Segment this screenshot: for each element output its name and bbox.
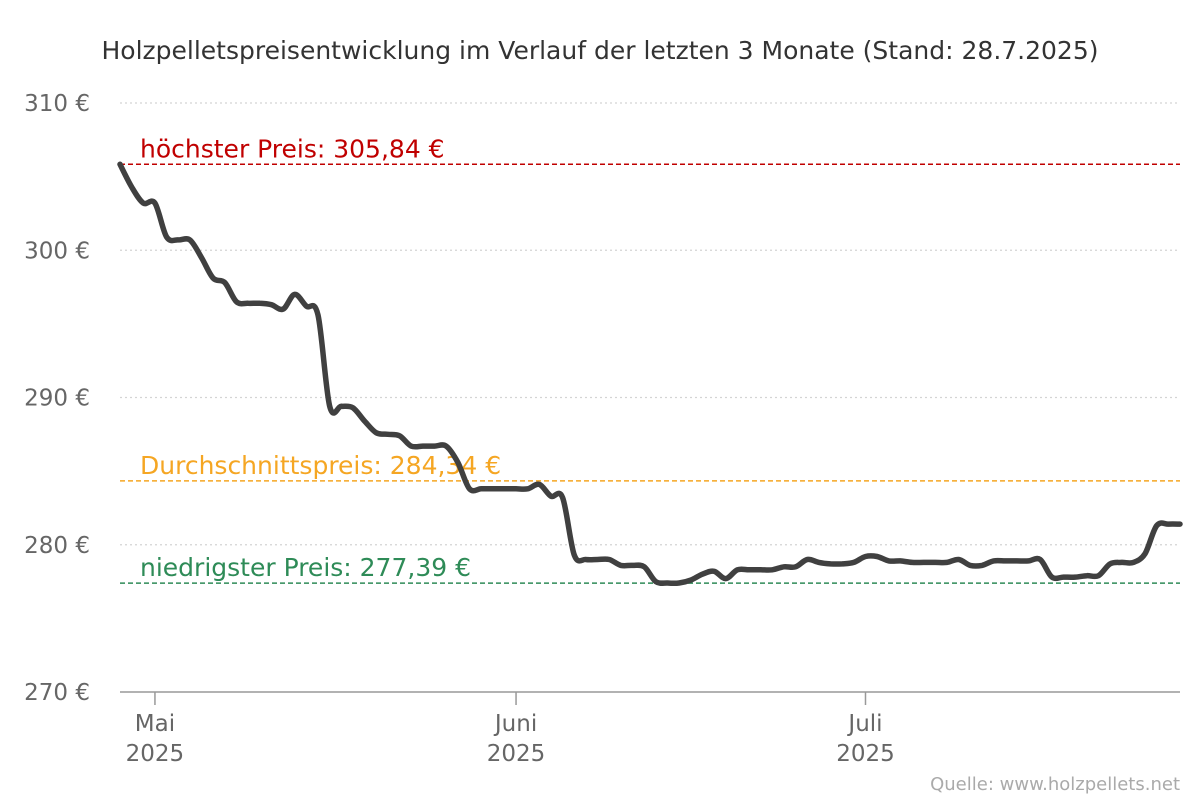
x-tick-year: 2025 [126, 741, 185, 767]
series-line [117, 161, 1183, 587]
y-tick-label: 270 € [24, 680, 90, 706]
y-tick-label: 280 € [24, 533, 90, 559]
y-tick-label: 290 € [24, 386, 90, 412]
reference-lines: höchster Preis: 305,84 € Durchschnittspre… [120, 134, 1180, 584]
ref-label-min: niedrigster Preis: 277,39 € [140, 553, 471, 582]
x-tick-year: 2025 [836, 741, 895, 767]
y-tick-label: 300 € [24, 238, 90, 264]
chart-title: Holzpelletspreisentwicklung im Verlauf d… [101, 36, 1098, 65]
y-axis-tick-labels: 310 € 300 € 290 € 280 € 270 € [24, 91, 90, 706]
x-axis-ticks: Mai 2025 Juni 2025 Juli 2025 [126, 692, 895, 767]
series-group [117, 161, 1183, 587]
ref-label-avg: Durchschnittspreis: 284,34 € [140, 451, 501, 480]
x-tick-month: Juli [846, 711, 882, 737]
gridlines [120, 102, 1180, 546]
x-tick-month: Mai [135, 711, 175, 737]
x-tick-year: 2025 [487, 741, 546, 767]
y-tick-label: 310 € [24, 91, 90, 117]
x-tick-month: Juni [493, 711, 537, 737]
ref-label-max: höchster Preis: 305,84 € [140, 134, 445, 163]
source-note: Quelle: www.holzpellets.net [930, 774, 1180, 795]
